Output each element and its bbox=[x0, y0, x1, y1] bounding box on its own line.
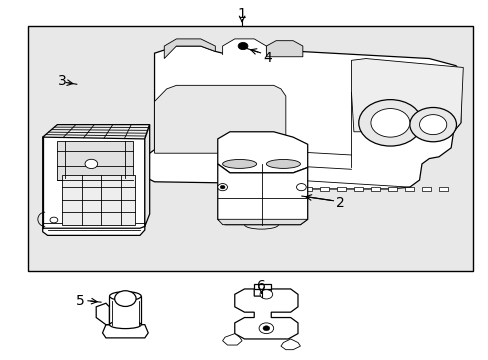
Bar bbox=[62, 175, 135, 225]
Text: 3: 3 bbox=[58, 74, 66, 88]
Circle shape bbox=[217, 184, 227, 191]
Polygon shape bbox=[57, 141, 132, 180]
Circle shape bbox=[260, 290, 272, 299]
Circle shape bbox=[50, 217, 58, 223]
Bar bbox=[353, 187, 362, 192]
Bar bbox=[404, 187, 413, 192]
Polygon shape bbox=[217, 219, 307, 225]
Polygon shape bbox=[351, 59, 462, 132]
Circle shape bbox=[259, 323, 273, 334]
Polygon shape bbox=[164, 39, 215, 59]
Polygon shape bbox=[281, 339, 300, 350]
Polygon shape bbox=[266, 41, 302, 57]
Ellipse shape bbox=[109, 292, 141, 301]
Polygon shape bbox=[234, 289, 297, 339]
Polygon shape bbox=[217, 132, 307, 173]
Polygon shape bbox=[42, 134, 144, 232]
Text: 6: 6 bbox=[257, 279, 265, 293]
Ellipse shape bbox=[109, 321, 141, 329]
Circle shape bbox=[296, 184, 305, 191]
Polygon shape bbox=[154, 85, 285, 153]
Bar bbox=[319, 187, 328, 192]
Bar bbox=[421, 187, 430, 192]
Circle shape bbox=[409, 108, 456, 142]
Circle shape bbox=[85, 159, 98, 168]
Polygon shape bbox=[102, 325, 148, 338]
Polygon shape bbox=[217, 164, 307, 225]
Text: 4: 4 bbox=[263, 51, 271, 65]
Bar bbox=[387, 187, 396, 192]
Circle shape bbox=[358, 100, 421, 146]
Circle shape bbox=[238, 42, 247, 50]
Circle shape bbox=[220, 185, 224, 189]
Bar bbox=[336, 187, 345, 192]
Bar bbox=[28, 26, 472, 271]
Circle shape bbox=[263, 326, 269, 331]
Circle shape bbox=[115, 291, 136, 306]
Polygon shape bbox=[222, 39, 266, 55]
Polygon shape bbox=[222, 334, 242, 345]
Bar bbox=[302, 187, 311, 192]
Polygon shape bbox=[254, 284, 271, 289]
Ellipse shape bbox=[266, 159, 300, 168]
Text: 5: 5 bbox=[76, 294, 85, 308]
Polygon shape bbox=[42, 226, 144, 235]
Circle shape bbox=[370, 109, 409, 137]
Bar bbox=[109, 296, 141, 325]
Polygon shape bbox=[96, 303, 109, 325]
Text: 1: 1 bbox=[237, 7, 246, 21]
Polygon shape bbox=[112, 301, 138, 325]
Circle shape bbox=[419, 114, 446, 135]
Ellipse shape bbox=[222, 159, 256, 168]
Text: 2: 2 bbox=[335, 195, 344, 210]
Polygon shape bbox=[144, 46, 460, 189]
Bar bbox=[438, 187, 447, 192]
Polygon shape bbox=[42, 125, 149, 139]
Bar bbox=[370, 187, 379, 192]
Polygon shape bbox=[144, 125, 149, 226]
